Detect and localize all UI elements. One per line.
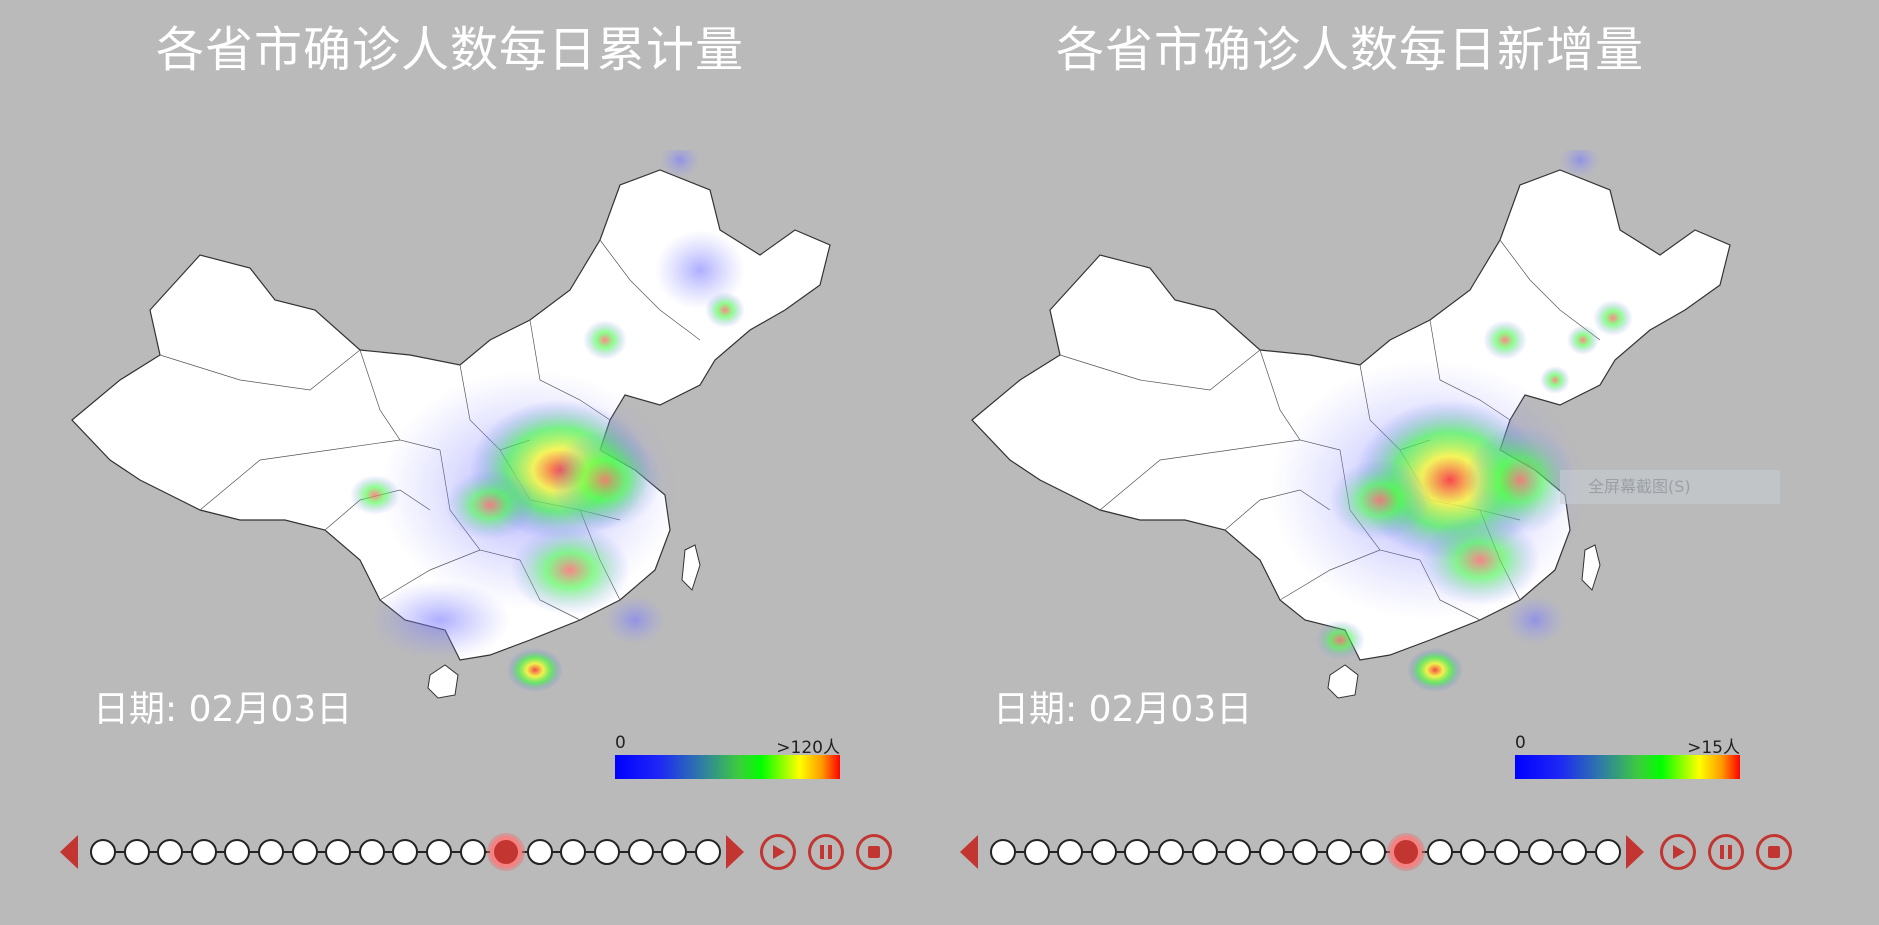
timeline-dot[interactable]	[594, 839, 620, 865]
timeline-dot[interactable]	[224, 839, 251, 865]
stop-icon	[1768, 846, 1780, 858]
stop-button[interactable]	[856, 834, 892, 870]
stop-button[interactable]	[1756, 834, 1792, 870]
china-heatmap[interactable]	[60, 150, 860, 750]
pause-button[interactable]	[1708, 834, 1744, 870]
timeline-dot[interactable]	[1191, 839, 1218, 865]
color-legend: 0 >120人	[615, 733, 840, 779]
timeline-dot[interactable]	[1460, 839, 1487, 865]
timeline-dot[interactable]	[1359, 839, 1386, 865]
timeline-dot[interactable]	[258, 839, 284, 865]
date-label: 日期: 02月03日	[993, 689, 1253, 730]
stop-icon	[868, 846, 880, 858]
hainan-island	[427, 664, 459, 699]
timeline-dot[interactable]	[459, 839, 486, 865]
timeline-dot[interactable]	[1124, 839, 1151, 865]
hainan-island	[1327, 664, 1359, 699]
color-legend: 0 >15人	[1515, 733, 1740, 779]
timeline-dot[interactable]	[325, 839, 352, 865]
timeline-dot[interactable]	[694, 839, 721, 865]
timeline-dot[interactable]	[291, 839, 318, 865]
timeline-dot[interactable]	[1561, 839, 1588, 865]
pause-button[interactable]	[808, 834, 844, 870]
pause-icon	[1720, 845, 1732, 859]
next-arrow-icon[interactable]	[726, 835, 744, 869]
legend-gradient-bar	[1515, 755, 1740, 779]
timeline-dot[interactable]	[1225, 839, 1252, 865]
next-arrow-icon[interactable]	[1626, 835, 1644, 869]
taiwan-island	[681, 544, 701, 591]
play-icon	[1673, 845, 1685, 859]
timeline-dot[interactable]	[1057, 839, 1084, 865]
timeline-dot[interactable]	[426, 839, 452, 865]
timeline-dot[interactable]	[1258, 839, 1285, 865]
timeline-dot[interactable]	[123, 839, 150, 865]
timeline-dot[interactable]	[157, 839, 184, 865]
timeline-dot[interactable]	[90, 839, 116, 865]
timeline-dot-current[interactable]	[1390, 836, 1423, 868]
timeline-dot[interactable]	[190, 839, 217, 865]
daily-new-panel: 各省市确诊人数每日新增量	[900, 0, 1800, 925]
heat-layer	[350, 150, 745, 692]
heat-layer	[1270, 150, 1633, 692]
timeline-dot-current[interactable]	[490, 836, 523, 868]
timeline-dot[interactable]	[358, 839, 385, 865]
timeline-dot[interactable]	[1594, 839, 1621, 865]
legend-min-label: 0	[615, 733, 626, 753]
date-label: 日期: 02月03日	[93, 689, 353, 730]
timeline-dot[interactable]	[1158, 839, 1184, 865]
legend-max-label: >15人	[1687, 738, 1740, 758]
play-icon	[773, 845, 785, 859]
timeline-dot[interactable]	[661, 839, 688, 865]
timeline	[960, 832, 1800, 872]
legend-gradient-bar	[615, 755, 840, 779]
timeline-dot[interactable]	[627, 839, 654, 865]
timeline-dot[interactable]	[990, 839, 1016, 865]
prev-arrow-icon[interactable]	[60, 835, 78, 869]
timeline-dot[interactable]	[392, 839, 419, 865]
timeline-dot[interactable]	[560, 839, 587, 865]
screenshot-hint: 全屏幕截图(S)	[1560, 470, 1780, 504]
panel-title: 各省市确诊人数每日累计量	[155, 22, 744, 78]
play-button[interactable]	[760, 834, 796, 870]
timeline-dot[interactable]	[1426, 839, 1453, 865]
panel-title: 各省市确诊人数每日新增量	[1055, 22, 1644, 78]
timeline-dot[interactable]	[1090, 839, 1117, 865]
timeline-dot[interactable]	[1326, 839, 1352, 865]
timeline-dot[interactable]	[1292, 839, 1319, 865]
timeline-dot[interactable]	[526, 839, 553, 865]
china-heatmap[interactable]	[960, 150, 1760, 750]
legend-max-label: >120人	[776, 738, 840, 758]
prev-arrow-icon[interactable]	[960, 835, 978, 869]
legend-min-label: 0	[1515, 733, 1526, 753]
timeline-dot[interactable]	[1023, 839, 1050, 865]
taiwan-island	[1581, 544, 1601, 591]
timeline-dot[interactable]	[1494, 839, 1520, 865]
timeline-dot[interactable]	[1527, 839, 1554, 865]
play-button[interactable]	[1660, 834, 1696, 870]
timeline	[60, 832, 900, 872]
cumulative-panel: 各省市确诊人数每日累计量	[0, 0, 900, 925]
pause-icon	[820, 845, 832, 859]
